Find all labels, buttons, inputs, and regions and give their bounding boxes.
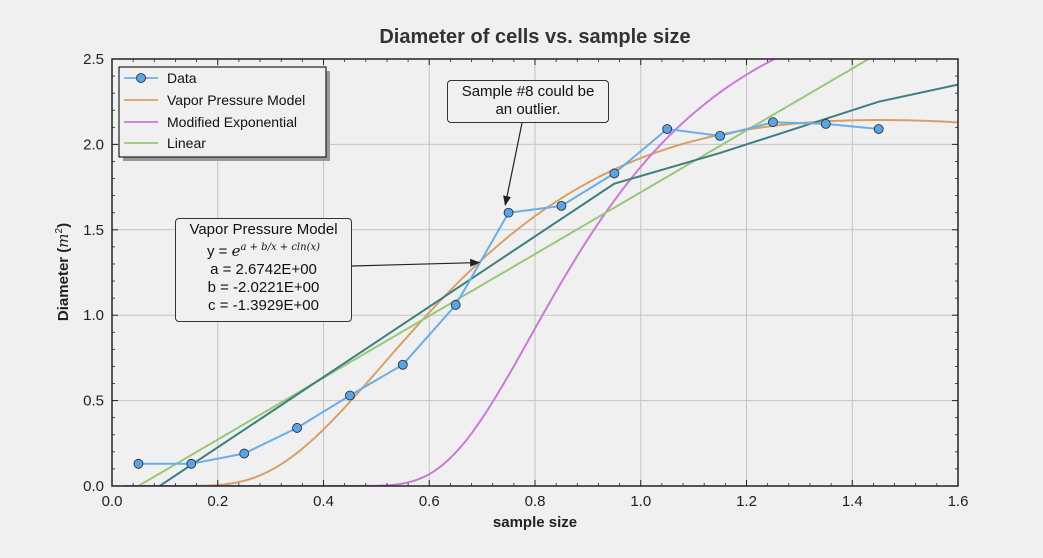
- model-annotation-equation: y = ea + b/x + cln(x): [182, 239, 345, 261]
- data-point: [556, 200, 567, 211]
- data-point: [662, 124, 673, 134]
- y-tick-label: 0.0: [83, 478, 104, 495]
- legend-item-linear: Linear: [124, 135, 206, 151]
- y-axis-label-prefix: Diameter (: [55, 248, 72, 321]
- data-point: [609, 168, 620, 179]
- y-axis-label-exp: 2: [54, 227, 65, 233]
- legend-label-vapor: Vapor Pressure Model: [167, 92, 305, 108]
- y-tick-label: 1.5: [83, 222, 104, 239]
- x-tick-label: 1.4: [842, 493, 863, 510]
- x-tick-label: 0.0: [102, 493, 123, 510]
- model-equation-base: e: [231, 242, 241, 260]
- data-point: [873, 124, 884, 134]
- data-point: [292, 423, 302, 433]
- legend-item-vapor: Vapor Pressure Model: [124, 92, 305, 108]
- data-point: [186, 458, 197, 469]
- legend-item-data: Data: [124, 70, 197, 86]
- model-annotation: Vapor Pressure Model y = ea + b/x + cln(…: [175, 218, 352, 322]
- outlier-annotation-line-1: Sample #8 could be: [461, 83, 595, 100]
- y-axis-label-math: m: [54, 233, 72, 247]
- legend-label-linear: Linear: [167, 135, 206, 151]
- y-tick-label: 0.5: [83, 393, 104, 410]
- x-tick-label: 1.0: [630, 493, 651, 510]
- modified-exponential-line: [122, 59, 777, 486]
- model-annotation-arrow: [351, 258, 481, 267]
- y-tick-label: 1.0: [83, 307, 104, 324]
- model-equation-prefix: y =: [206, 243, 232, 260]
- chart-title: Diameter of cells vs. sample size: [379, 26, 690, 48]
- data-point: [768, 117, 778, 128]
- tick-layer: 0.0 0.2 0.4 0.6 0.8 1.0 1.2 1.4 1.6 0.0 0.5 1.0 1.5 2…: [83, 51, 968, 510]
- data-point: [715, 130, 725, 141]
- marker-layer: [133, 117, 884, 469]
- data-point: [503, 207, 514, 218]
- model-annotation-title: Vapor Pressure Model: [189, 221, 338, 238]
- model-param-c: c = -1.3929E+00: [208, 297, 319, 314]
- outlier-annotation-arrow: [503, 122, 523, 206]
- linear-line: [136, 59, 871, 486]
- x-tick-label: 1.2: [736, 493, 757, 510]
- data-point: [345, 390, 355, 401]
- model-param-a: a = 2.6742E+00: [210, 261, 317, 278]
- data-point: [820, 119, 831, 129]
- x-tick-label: 0.6: [419, 493, 440, 510]
- model-equation-exponent: a + b/x + cln(x): [240, 242, 321, 253]
- legend-label-data: Data: [167, 70, 197, 86]
- data-point: [239, 448, 250, 459]
- trend-line: [159, 83, 958, 486]
- x-tick-label: 1.6: [948, 493, 969, 510]
- legend: Data Vapor Pressure Model Modified Expon…: [118, 66, 330, 161]
- x-tick-label: 0.2: [207, 493, 228, 510]
- outlier-annotation: Sample #8 could be an outlier.: [447, 80, 609, 123]
- x-tick-label: 0.8: [525, 493, 546, 510]
- x-tick-label: 0.4: [313, 493, 334, 510]
- legend-item-modexp: Modified Exponential: [124, 114, 297, 130]
- x-axis-label: sample size: [493, 514, 577, 531]
- model-param-b: b = -2.0221E+00: [207, 279, 320, 296]
- data-point: [450, 300, 461, 310]
- data-point: [133, 458, 144, 469]
- y-axis-label: Diameter (m2): [54, 223, 72, 321]
- y-tick-label: 2.5: [83, 51, 104, 68]
- y-tick-label: 2.0: [83, 136, 104, 153]
- legend-label-modexp: Modified Exponential: [167, 114, 297, 130]
- y-axis-label-suffix: ): [55, 223, 72, 228]
- outlier-annotation-line-2: an outlier.: [495, 101, 561, 118]
- data-point: [397, 359, 408, 370]
